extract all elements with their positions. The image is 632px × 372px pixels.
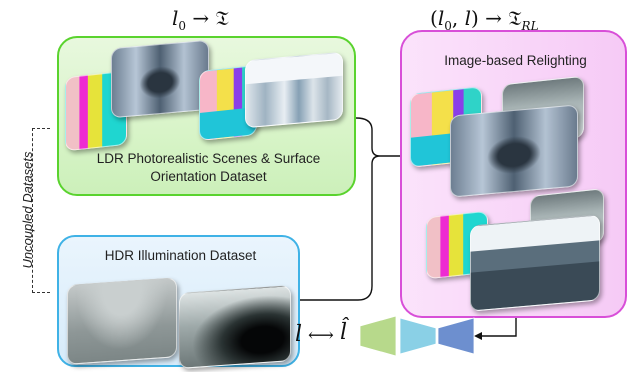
header-right-formula: (l0, l) → 𝔗RL xyxy=(430,6,539,33)
relighting-panel: Image-based Relighting xyxy=(400,30,627,318)
network-block-2 xyxy=(399,317,437,355)
relighting-label: Image-based Relighting xyxy=(444,53,587,68)
header-right-sub: 0 xyxy=(444,19,452,33)
network-block-3 xyxy=(437,317,475,355)
header-right-target: 𝔗 xyxy=(508,6,522,30)
brace-connector xyxy=(300,117,400,301)
header-left-target: 𝔗 xyxy=(215,6,229,30)
l-hat-symbol: l̂ xyxy=(340,320,348,345)
relight-to-network-line xyxy=(478,318,517,337)
uncoupled-bracket xyxy=(32,128,50,293)
header-left-formula: l0 → 𝔗 xyxy=(172,6,229,33)
ldr-label-line2: Orientation Dataset xyxy=(150,169,267,184)
ldr-dataset-panel: LDR Photorealistic Scenes & Surface Orie… xyxy=(57,36,356,196)
header-right-base: l xyxy=(437,6,445,30)
header-left-sub: 0 xyxy=(178,19,187,33)
hdr-dataset-panel: HDR Illumination Dataset xyxy=(57,235,300,369)
network-block-1 xyxy=(360,315,397,357)
network-diagram xyxy=(360,315,475,357)
header-right-comma: , xyxy=(451,6,459,30)
header-right-lparen: ( xyxy=(430,6,438,30)
relight-to-network-arrowhead xyxy=(474,332,482,340)
l-symbol: l xyxy=(295,322,303,347)
header-right-arrow: → xyxy=(485,6,502,30)
header-left-arrow: → xyxy=(192,6,210,30)
header-right-second: l xyxy=(464,6,471,30)
header-right-rparen: ) xyxy=(470,6,479,30)
header-left-base: l xyxy=(172,6,179,30)
ldr-dataset-label: LDR Photorealistic Scenes & Surface Orie… xyxy=(59,150,358,186)
double-arrow: ⟷ xyxy=(308,325,334,346)
ldr-label-line1: LDR Photorealistic Scenes & Surface xyxy=(96,151,321,166)
hdr-dataset-label: HDR Illumination Dataset xyxy=(104,248,257,263)
header-right-target-sub: RL xyxy=(521,19,539,33)
